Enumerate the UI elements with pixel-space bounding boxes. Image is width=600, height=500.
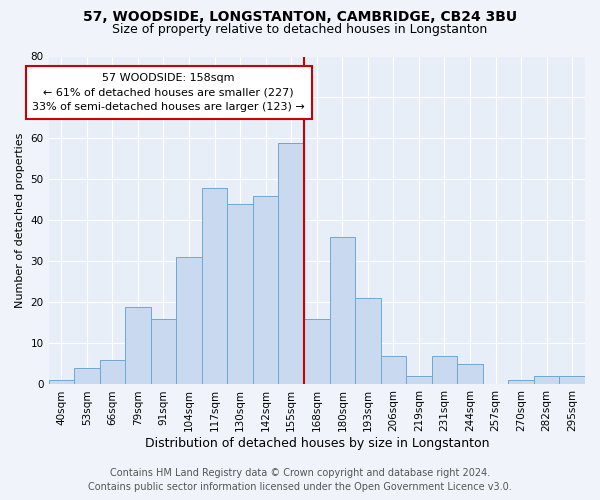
- Bar: [253, 196, 278, 384]
- Text: Contains HM Land Registry data © Crown copyright and database right 2024.
Contai: Contains HM Land Registry data © Crown c…: [88, 468, 512, 492]
- Bar: [202, 188, 227, 384]
- Bar: [559, 376, 585, 384]
- Bar: [176, 258, 202, 384]
- Bar: [100, 360, 125, 384]
- Text: 57 WOODSIDE: 158sqm
← 61% of detached houses are smaller (227)
33% of semi-detac: 57 WOODSIDE: 158sqm ← 61% of detached ho…: [32, 73, 305, 112]
- Bar: [74, 368, 100, 384]
- Bar: [534, 376, 559, 384]
- Bar: [49, 380, 74, 384]
- Bar: [406, 376, 432, 384]
- Bar: [125, 306, 151, 384]
- Bar: [355, 298, 380, 384]
- X-axis label: Distribution of detached houses by size in Longstanton: Distribution of detached houses by size …: [145, 437, 489, 450]
- Bar: [380, 356, 406, 384]
- Text: 57, WOODSIDE, LONGSTANTON, CAMBRIDGE, CB24 3BU: 57, WOODSIDE, LONGSTANTON, CAMBRIDGE, CB…: [83, 10, 517, 24]
- Bar: [432, 356, 457, 384]
- Bar: [508, 380, 534, 384]
- Bar: [457, 364, 483, 384]
- Bar: [227, 204, 253, 384]
- Bar: [304, 319, 329, 384]
- Bar: [278, 142, 304, 384]
- Bar: [329, 237, 355, 384]
- Text: Size of property relative to detached houses in Longstanton: Size of property relative to detached ho…: [112, 22, 488, 36]
- Y-axis label: Number of detached properties: Number of detached properties: [15, 133, 25, 308]
- Bar: [151, 319, 176, 384]
